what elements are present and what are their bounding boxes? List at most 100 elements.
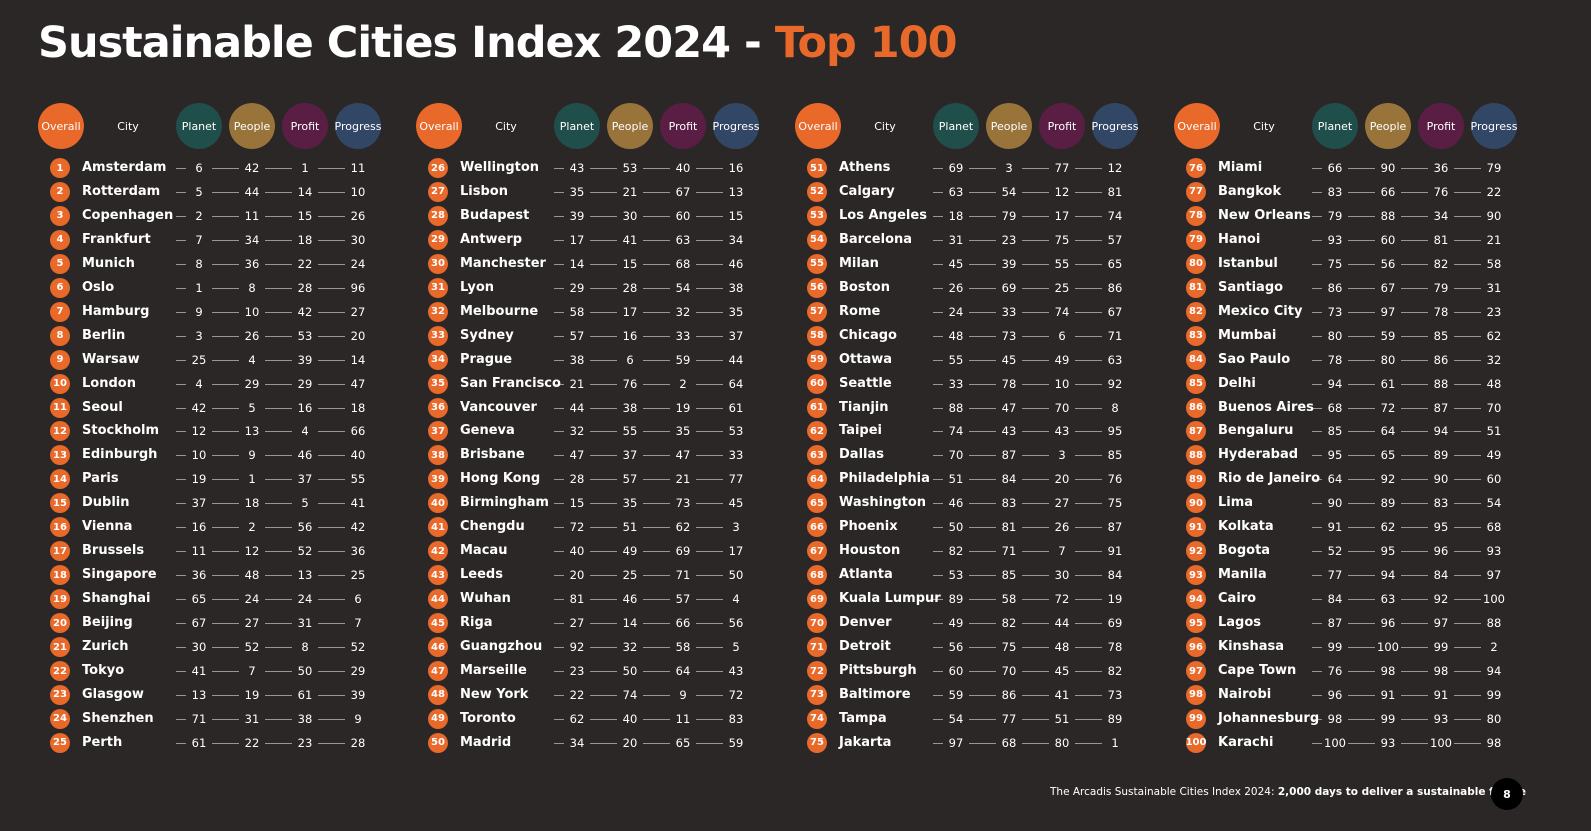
rank-badge: 74 [807, 708, 827, 729]
city-name: Frankfurt [82, 231, 151, 247]
progress-value: 17 [723, 543, 749, 560]
table-row: 46 Guangzhou 92 32 58 5 [416, 635, 766, 659]
overall-header: Overall [1174, 103, 1220, 149]
profit-value: 60 [670, 207, 696, 224]
profit-value: 79 [1428, 279, 1454, 296]
progress-value: 45 [723, 495, 749, 512]
progress-value: 85 [1102, 447, 1128, 464]
progress-value: 58 [1481, 255, 1507, 272]
profit-value: 4 [292, 423, 318, 440]
planet-value: 19 [186, 471, 212, 488]
connector-line [554, 263, 738, 265]
progress-value: 12 [1102, 160, 1128, 176]
connector-line [554, 718, 738, 720]
connector-line [1312, 623, 1496, 625]
people-value: 23 [996, 231, 1022, 248]
planet-value: 74 [943, 423, 969, 440]
connector-line [554, 479, 738, 481]
profit-value: 28 [292, 279, 318, 296]
planet-value: 85 [1322, 423, 1348, 440]
profit-value: 81 [1428, 231, 1454, 248]
profit-value: 100 [1428, 734, 1454, 751]
rank-badge: 90 [1186, 493, 1206, 514]
city-name: Warsaw [82, 351, 140, 367]
progress-value: 61 [723, 399, 749, 416]
rank-badge: 80 [1186, 253, 1206, 274]
progress-header: Progress [1471, 103, 1517, 149]
rank-badge: 58 [807, 325, 827, 346]
planet-value: 81 [564, 591, 590, 608]
planet-value: 31 [943, 231, 969, 248]
people-value: 81 [996, 519, 1022, 536]
profit-value: 25 [1049, 279, 1075, 296]
people-value: 48 [239, 567, 265, 584]
rank-badge: 65 [807, 493, 827, 514]
rank-badge: 3 [50, 205, 70, 226]
city-name: Zurich [82, 639, 129, 655]
table-row: 24 Shenzhen 71 31 38 9 [38, 707, 388, 731]
planet-value: 71 [186, 710, 212, 727]
connector-line [933, 287, 1117, 289]
progress-value: 29 [345, 663, 371, 680]
table-row: 54 Barcelona 31 23 75 57 [795, 228, 1145, 252]
planet-value: 28 [564, 471, 590, 488]
profit-value: 69 [670, 543, 696, 560]
table-row: 64 Philadelphia 51 84 20 76 [795, 467, 1145, 491]
profit-value: 1 [292, 160, 318, 176]
people-value: 31 [239, 710, 265, 727]
rows: 76 Miami 66 90 36 79 77 Bangkok 83 66 76 22 78 New Or… [1174, 156, 1524, 755]
rank-badge: 97 [1186, 661, 1206, 682]
table-row: 1 Amsterdam 6 42 1 11 [38, 156, 388, 180]
city-name: Seoul [82, 399, 123, 415]
city-name: Santiago [1218, 279, 1284, 295]
city-name: Glasgow [82, 686, 144, 702]
progress-value: 64 [723, 375, 749, 392]
city-name: Istanbul [1218, 255, 1278, 271]
table-row: 86 Buenos Aires 68 72 87 70 [1174, 396, 1524, 420]
progress-value: 7 [345, 615, 371, 632]
city-name: New York [460, 686, 529, 702]
city-name: Hong Kong [460, 471, 541, 487]
progress-value: 31 [1481, 279, 1507, 296]
people-value: 96 [1375, 615, 1401, 632]
planet-value: 51 [943, 471, 969, 488]
city-name: Mexico City [1218, 303, 1303, 319]
city-header: City [495, 119, 517, 133]
planet-value: 79 [1322, 207, 1348, 224]
planet-value: 8 [186, 255, 212, 272]
city-name: Pittsburgh [839, 663, 917, 679]
rank-badge: 48 [428, 684, 448, 705]
connector-line [176, 694, 360, 696]
city-name: Washington [839, 495, 927, 511]
profit-value: 67 [670, 183, 696, 200]
rank-badge: 72 [807, 661, 827, 682]
profit-value: 2 [670, 375, 696, 392]
connector-line [1312, 551, 1496, 553]
planet-value: 41 [186, 663, 212, 680]
connector-line [933, 599, 1117, 601]
rank-badge: 27 [428, 181, 448, 202]
planet-value: 60 [943, 663, 969, 680]
rank-badge: 81 [1186, 277, 1206, 298]
overall-header: Overall [795, 103, 841, 149]
table-row: 74 Tampa 54 77 51 89 [795, 707, 1145, 731]
planet-value: 69 [943, 160, 969, 176]
table-row: 56 Boston 26 69 25 86 [795, 276, 1145, 300]
connector-line [554, 215, 738, 217]
people-value: 43 [996, 423, 1022, 440]
table-row: 29 Antwerp 17 41 63 34 [416, 228, 766, 252]
people-value: 99 [1375, 710, 1401, 727]
city-name: Mumbai [1218, 327, 1277, 343]
people-value: 77 [996, 710, 1022, 727]
profit-value: 52 [292, 543, 318, 560]
table-row: 57 Rome 24 33 74 67 [795, 300, 1145, 324]
planet-value: 12 [186, 423, 212, 440]
connector-line [933, 168, 1117, 169]
people-value: 29 [239, 375, 265, 392]
connector-line [554, 359, 738, 361]
profit-value: 99 [1428, 639, 1454, 656]
progress-value: 20 [345, 327, 371, 344]
connector-line [933, 455, 1117, 457]
profit-value: 12 [1049, 183, 1075, 200]
table-row: 68 Atlanta 53 85 30 84 [795, 563, 1145, 587]
